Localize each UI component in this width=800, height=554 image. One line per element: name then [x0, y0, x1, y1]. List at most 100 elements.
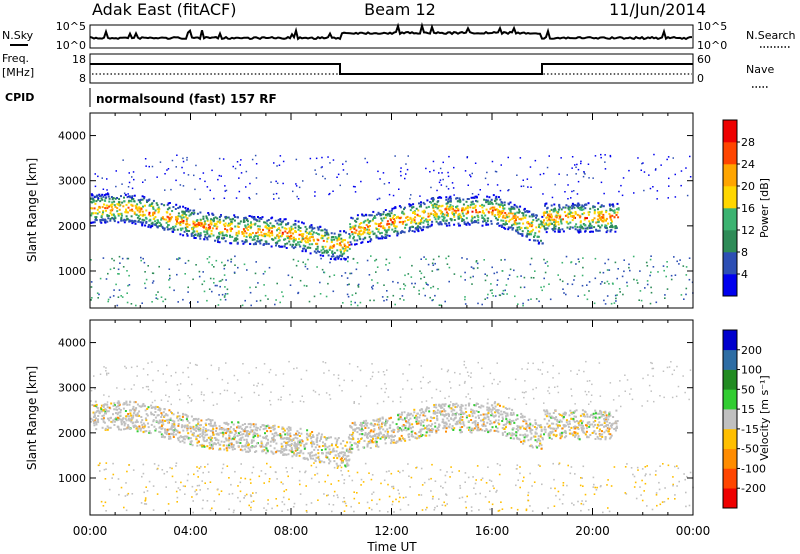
- echo-cell: [192, 222, 195, 225]
- echo-cell: [379, 214, 382, 217]
- echo-cell: [576, 226, 579, 229]
- echo-cell: [169, 277, 171, 280]
- echo-cell: [232, 428, 235, 430]
- echo-cell: [585, 203, 588, 206]
- echo-cell: [535, 226, 538, 229]
- echo-cell: [94, 419, 97, 422]
- echo-cell: [146, 199, 149, 202]
- echo-cell: [496, 184, 499, 186]
- echo-cell: [151, 165, 154, 168]
- echo-cell: [202, 172, 205, 174]
- echo-cell: [612, 210, 615, 212]
- echo-cell: [206, 218, 209, 221]
- echo-cell: [388, 262, 391, 264]
- echo-cell: [584, 433, 587, 436]
- echo-cell: [120, 423, 123, 426]
- echo-cell: [91, 207, 94, 210]
- echo-cell: [195, 264, 197, 266]
- echo-cell: [471, 193, 474, 195]
- echo-cell: [159, 407, 162, 410]
- echo-cell: [562, 230, 565, 233]
- echo-cell: [101, 218, 104, 221]
- echo-cell: [144, 204, 146, 207]
- echo-cell: [447, 419, 450, 422]
- echo-cell: [477, 193, 480, 196]
- echo-cell: [293, 452, 295, 455]
- echo-cell: [419, 422, 422, 425]
- echo-cell: [93, 221, 96, 224]
- echo-cell: [382, 428, 385, 431]
- echo-cell: [530, 230, 533, 233]
- echo-cell: [621, 194, 624, 197]
- echo-cell: [332, 190, 334, 192]
- echo-cell: [419, 195, 421, 197]
- echo-cell: [426, 425, 428, 428]
- echo-cell: [418, 431, 421, 434]
- echo-cell: [131, 222, 134, 225]
- echo-cell: [346, 249, 349, 252]
- echo-cell: [127, 424, 130, 427]
- echo-cell: [254, 432, 257, 435]
- echo-cell: [350, 438, 353, 440]
- echo-cell: [531, 224, 534, 227]
- echo-cell: [325, 251, 328, 254]
- echo-cell: [524, 227, 527, 230]
- echo-cell: [310, 229, 313, 232]
- echo-cell: [93, 404, 96, 407]
- echo-cell: [523, 207, 526, 210]
- echo-cell: [194, 188, 196, 191]
- echo-cell: [526, 424, 529, 426]
- echo-cell: [487, 293, 489, 296]
- echo-cell: [169, 213, 172, 216]
- echo-cell: [531, 220, 534, 223]
- echo-cell: [316, 437, 319, 439]
- echo-cell: [141, 218, 144, 221]
- echo-cell: [549, 223, 552, 226]
- echo-cell: [186, 234, 189, 237]
- echo-cell: [336, 249, 339, 252]
- echo-cell: [301, 221, 303, 224]
- echo-cell: [582, 257, 584, 259]
- echo-cell: [664, 294, 666, 296]
- echo-cell: [531, 446, 534, 449]
- echo-cell: [260, 218, 263, 220]
- echo-cell: [464, 208, 467, 211]
- echo-cell: [350, 300, 352, 303]
- echo-cell: [564, 432, 567, 435]
- echo-cell: [402, 220, 405, 223]
- echo-cell: [491, 266, 493, 269]
- echo-cell: [238, 432, 240, 435]
- echo-cell: [434, 262, 436, 265]
- echo-cell: [545, 409, 548, 412]
- echo-cell: [220, 280, 222, 282]
- echo-cell: [187, 207, 189, 210]
- echo-cell: [602, 414, 605, 417]
- echo-cell: [396, 234, 399, 237]
- echo-cell: [507, 433, 510, 436]
- echo-cell: [572, 214, 575, 217]
- echo-cell: [530, 257, 533, 260]
- echo-cell: [616, 211, 619, 214]
- echo-cell: [494, 419, 497, 422]
- echo-cell: [520, 226, 523, 229]
- echo-cell: [196, 444, 199, 447]
- echo-cell: [639, 290, 642, 292]
- echo-cell: [192, 225, 195, 228]
- echo-cell: [555, 416, 558, 419]
- echo-cell: [423, 209, 426, 212]
- echo-cell: [482, 216, 485, 219]
- echo-cell: [168, 279, 170, 281]
- echo-cell: [390, 416, 392, 419]
- echo-cell: [209, 424, 212, 427]
- echo-cell: [504, 223, 507, 226]
- echo-cell: [385, 264, 387, 266]
- echo-cell: [236, 225, 239, 228]
- echo-cell: [393, 221, 396, 224]
- echo-cell: [429, 429, 431, 432]
- echo-cell: [227, 216, 230, 219]
- echo-cell: [318, 233, 321, 236]
- echo-cell: [175, 218, 178, 221]
- echo-cell: [169, 218, 172, 221]
- echo-cell: [470, 410, 473, 413]
- echo-cell: [520, 275, 522, 277]
